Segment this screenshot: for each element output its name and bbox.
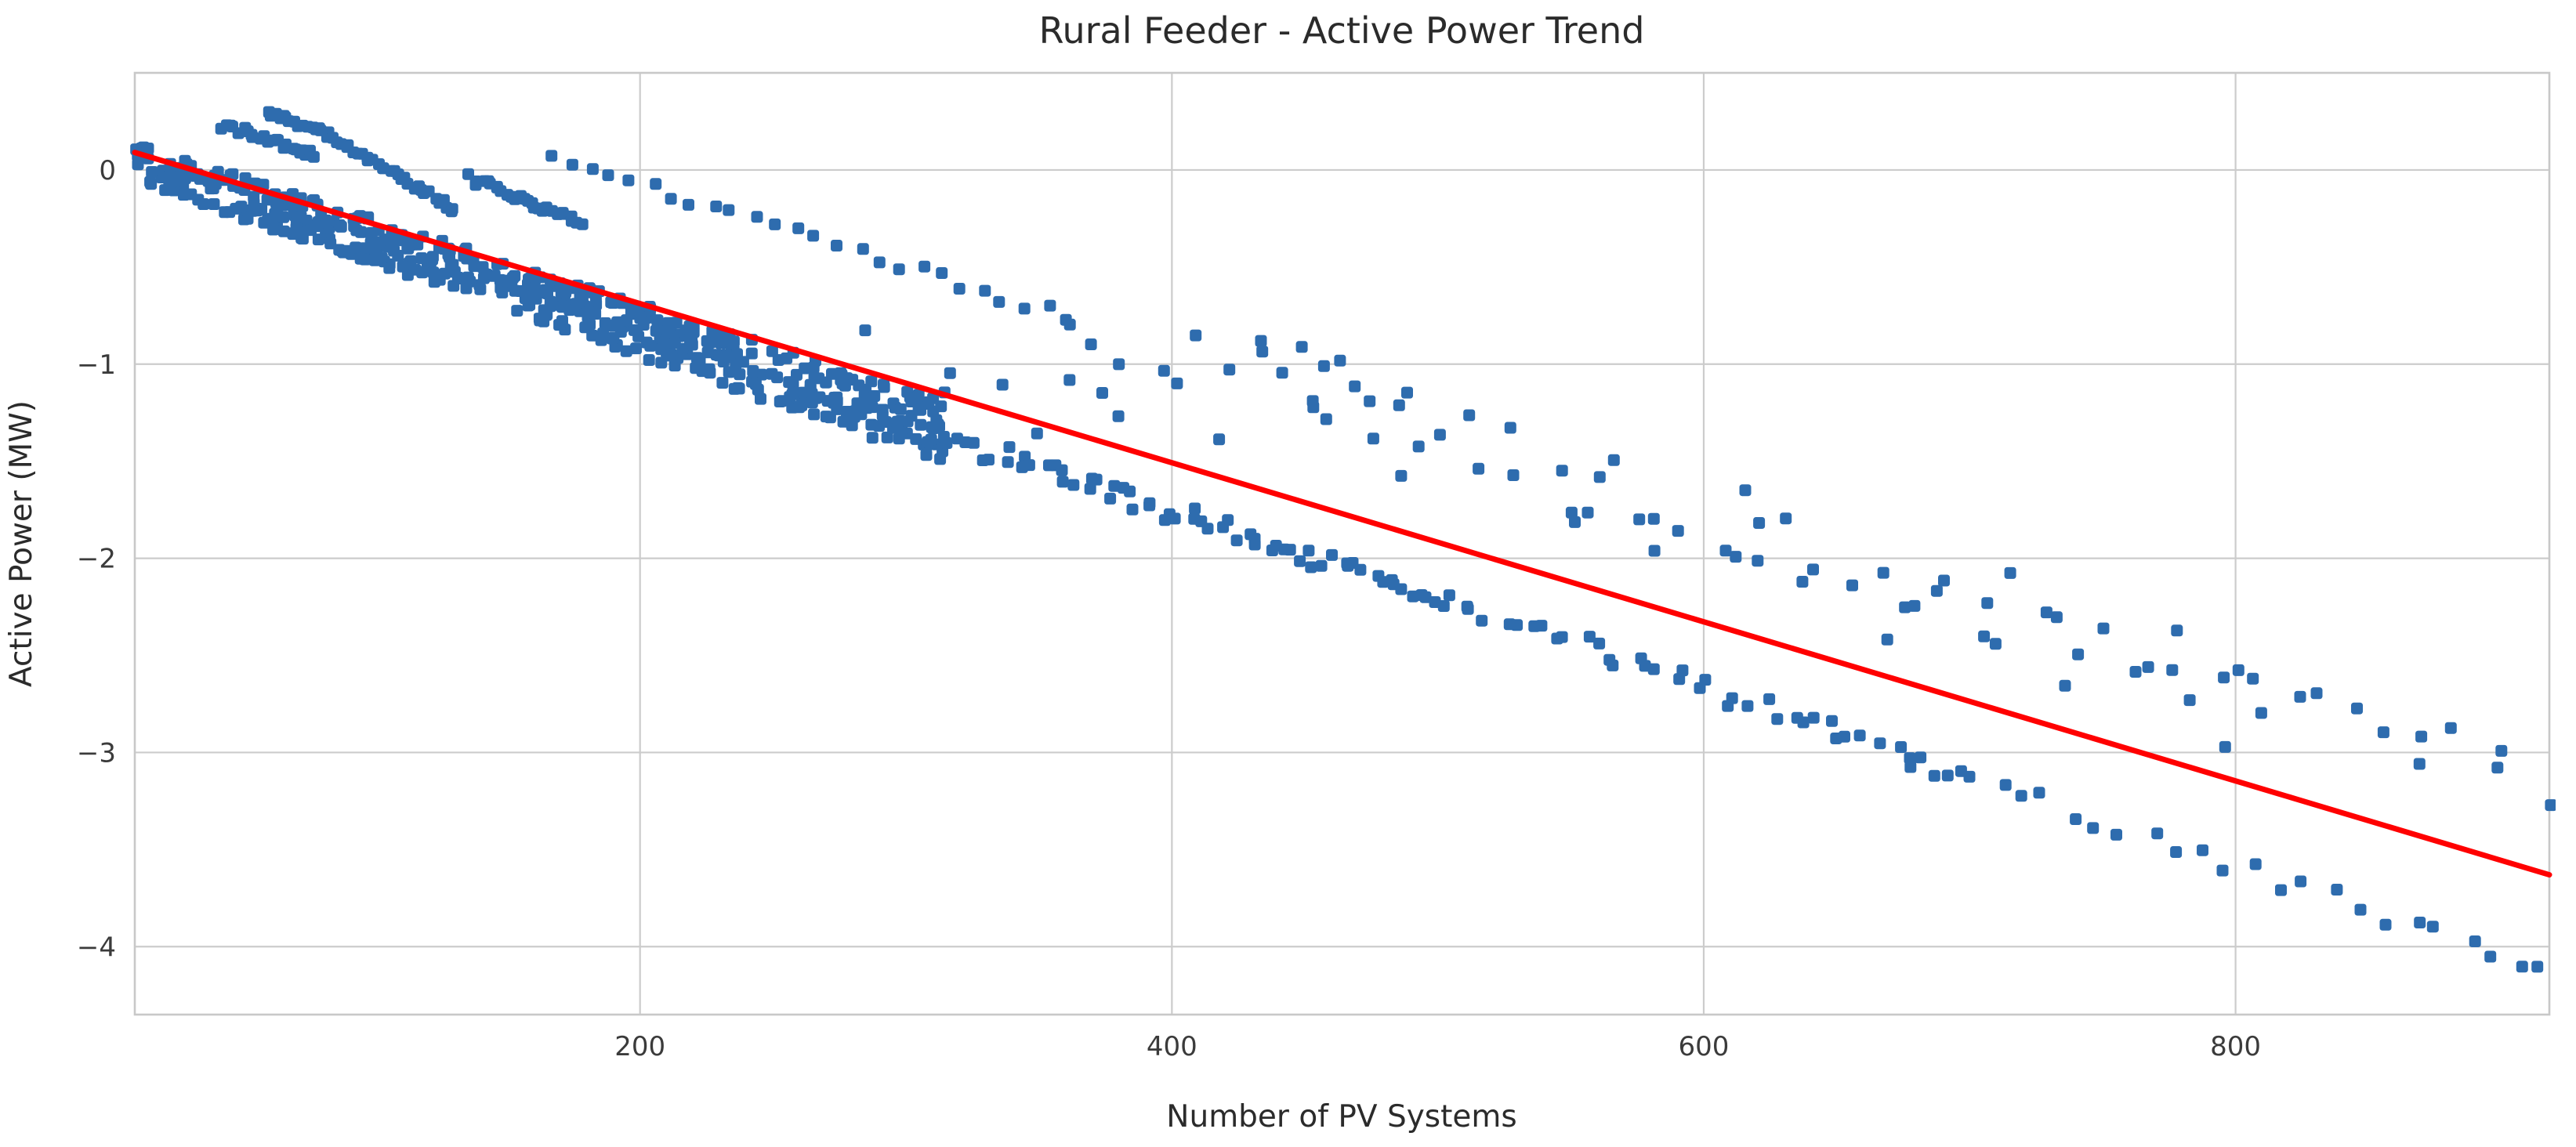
y-tick-label: −3: [77, 737, 116, 769]
x-axis-label: Number of PV Systems: [1166, 1099, 1516, 1134]
x-tick-label: 800: [2210, 1031, 2261, 1062]
chart-title: Rural Feeder - Active Power Trend: [1039, 9, 1645, 52]
x-tick-label: 400: [1147, 1031, 1197, 1062]
y-tick-label: −1: [77, 349, 116, 381]
trend-line: [132, 150, 2552, 878]
y-axis-label: Active Power (MW): [4, 400, 39, 687]
x-tick-label: 600: [1679, 1031, 1730, 1062]
y-tick-label: −4: [77, 932, 116, 963]
x-tick-label: 200: [614, 1031, 665, 1062]
plot-border: [133, 71, 2551, 1016]
x-axis-tick-labels: 200 400 600 800: [614, 1031, 2261, 1062]
y-axis-tick-labels: 0 −1 −2 −3 −4: [77, 155, 116, 963]
y-tick-label: −2: [77, 544, 116, 575]
y-tick-label: 0: [99, 155, 116, 186]
scatter-points: [130, 106, 2556, 973]
plot-background: [135, 73, 2549, 1015]
